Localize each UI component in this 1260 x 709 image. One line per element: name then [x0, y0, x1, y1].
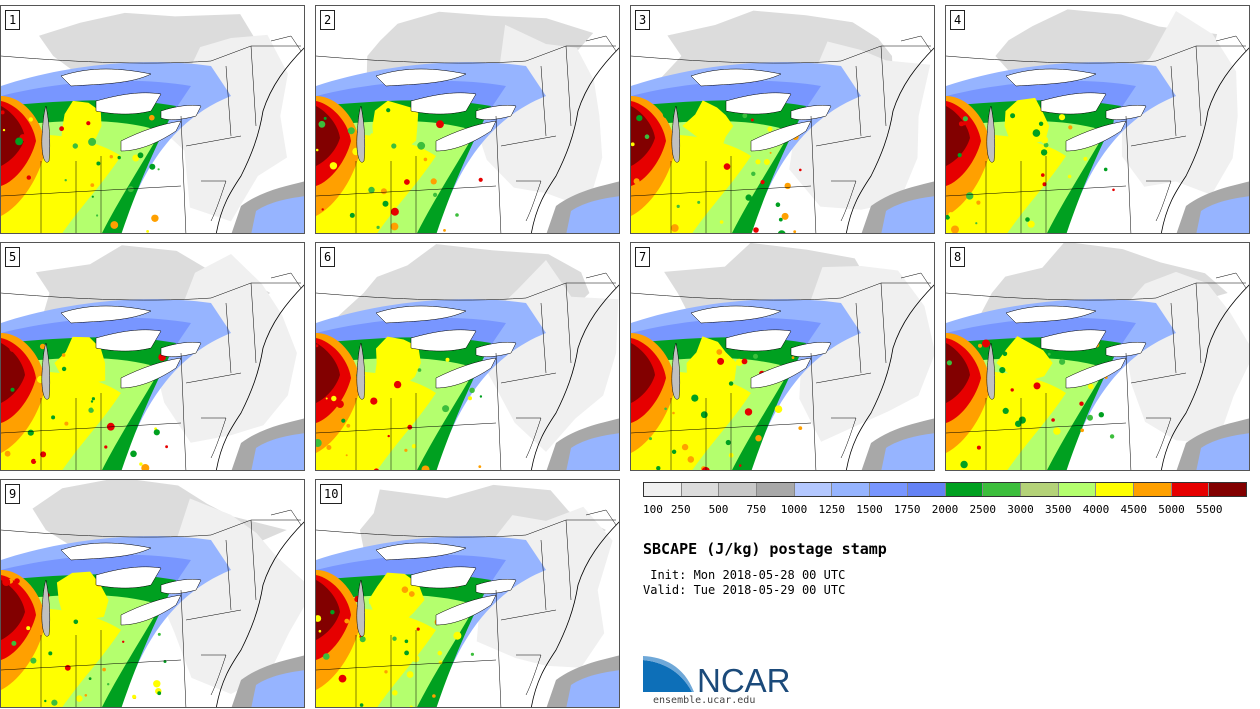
ncar-logo: NCAR: [643, 656, 791, 696]
ncar-logo-text: NCAR: [697, 662, 791, 696]
colorbar-tick-label: 5000: [1158, 503, 1185, 516]
ensemble-member-map: 10: [315, 479, 620, 708]
member-number-label: 6: [320, 247, 336, 267]
colorbar-tick-label: 1250: [818, 503, 846, 516]
colorbar-tick-label: 1500: [856, 503, 883, 516]
init-time: Init: Mon 2018-05-28 00 UTC: [643, 568, 846, 582]
colorbar-bin: [1208, 483, 1246, 496]
colorbar-bin: [1019, 483, 1058, 496]
colorbar-bin: [944, 483, 983, 496]
colorbar-bin: [1170, 483, 1209, 496]
colorbar-tick-labels: 100 250 500 750 1000 1250 1500 1750 2000 2500 3000…: [643, 503, 1247, 517]
member-number-label: 5: [5, 247, 21, 267]
colorbar-tick-label: 2000: [931, 503, 959, 516]
member-number-label: 9: [5, 484, 21, 504]
member-number-label: 2: [320, 10, 336, 30]
colorbar-tick-label: 250: [670, 503, 691, 516]
member-number-label: 1: [5, 10, 21, 30]
member-number-label: 3: [635, 10, 651, 30]
ensemble-member-map: 5: [0, 242, 305, 471]
colorbar-bin: [680, 483, 719, 496]
ensemble-member-map: 8: [945, 242, 1250, 471]
colorbar-bin: [756, 483, 794, 496]
colorbar-bin: [718, 483, 757, 496]
ensemble-member-map: 9: [0, 479, 305, 708]
valid-time: Valid: Tue 2018-05-29 00 UTC: [643, 583, 846, 597]
member-number-label: 10: [320, 484, 343, 504]
colorbar-tick-label: 3000: [1007, 503, 1034, 516]
ensemble-member-map: 6: [315, 242, 620, 471]
colorbar-tick-label: 5500: [1196, 503, 1223, 516]
ensemble-member-map: 3: [630, 5, 935, 234]
member-number-label: 4: [950, 10, 966, 30]
member-number-label: 7: [635, 247, 651, 267]
colorbar-tick-label: 500: [708, 503, 729, 516]
colorbar-tick-label: 1750: [894, 503, 921, 516]
colorbar-tick-label: 750: [746, 503, 767, 516]
map-title: SBCAPE (J/kg) postage stamp: [643, 540, 887, 558]
colorbar-tick-label: 2500: [969, 503, 997, 516]
colorbar: [643, 482, 1247, 497]
colorbar-tick-label: 4500: [1120, 503, 1148, 516]
colorbar-tick-label: 100: [643, 503, 663, 516]
colorbar-bin: [1057, 483, 1096, 496]
member-number-label: 8: [950, 247, 966, 267]
colorbar-bin: [793, 483, 832, 496]
ensemble-url: ensemble.ucar.edu: [653, 695, 756, 706]
ensemble-member-map: 2: [315, 5, 620, 234]
colorbar-bin: [869, 483, 907, 496]
colorbar-bin: [906, 483, 945, 496]
colorbar-tick-label: 3500: [1045, 503, 1072, 516]
colorbar-bin: [982, 483, 1020, 496]
colorbar-tick-label: 1000: [780, 503, 808, 516]
ensemble-member-map: 4: [945, 5, 1250, 234]
ensemble-member-map: 1: [0, 5, 305, 234]
colorbar-bin: [1132, 483, 1171, 496]
colorbar-bin: [644, 483, 681, 496]
ensemble-member-map: 7: [630, 242, 935, 471]
colorbar-tick-label: 4000: [1082, 503, 1110, 516]
colorbar-bin: [831, 483, 870, 496]
ncar-swoosh-icon: [643, 660, 692, 692]
colorbar-bin: [1095, 483, 1133, 496]
